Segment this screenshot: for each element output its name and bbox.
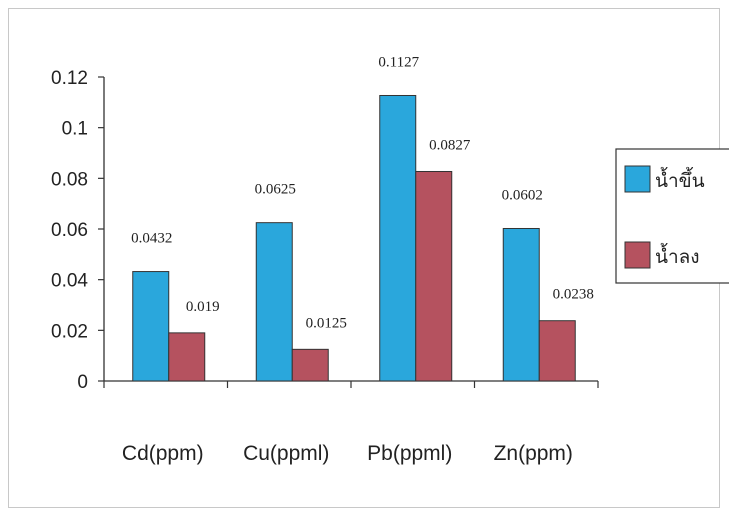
data-label: 0.019 xyxy=(186,299,220,315)
bar-series1 xyxy=(132,271,170,382)
x-category-label: Zn(ppm) xyxy=(494,442,573,465)
y-tick-label: 0.1 xyxy=(62,119,88,140)
data-label: 0.0125 xyxy=(306,315,347,331)
data-label: 0.0238 xyxy=(553,287,594,303)
legend-label: น้ำขึ้น xyxy=(655,167,705,192)
x-category-label: Pb(ppml) xyxy=(367,442,452,465)
y-tick-label: 0.04 xyxy=(51,271,88,292)
y-tick-label: 0 xyxy=(77,372,88,393)
y-tick-label: 0.12 xyxy=(51,68,88,89)
legend-swatch xyxy=(624,165,651,193)
data-label: 0.0602 xyxy=(502,187,543,203)
data-label: 0.0432 xyxy=(131,231,172,247)
y-tick-label: 0.06 xyxy=(51,220,88,241)
bar-series2 xyxy=(415,170,453,382)
bar-series2 xyxy=(291,348,329,382)
data-label: 0.0625 xyxy=(255,182,296,198)
y-tick-label: 0.08 xyxy=(51,169,88,190)
bar-series1 xyxy=(379,94,417,382)
data-label: 0.0827 xyxy=(429,137,471,153)
chart-frame xyxy=(8,8,720,508)
data-label: 0.1127 xyxy=(378,54,419,70)
bar-series1 xyxy=(502,227,540,382)
bar-series2 xyxy=(538,320,576,382)
bar-series2 xyxy=(168,332,206,382)
y-tick-label: 0.02 xyxy=(51,321,88,342)
x-category-label: Cu(ppml) xyxy=(243,442,329,465)
x-category-label: Cd(ppm) xyxy=(122,442,204,465)
legend-swatch xyxy=(624,241,651,269)
bar-series1 xyxy=(255,222,293,382)
legend-label: น้ำลง xyxy=(655,243,700,268)
